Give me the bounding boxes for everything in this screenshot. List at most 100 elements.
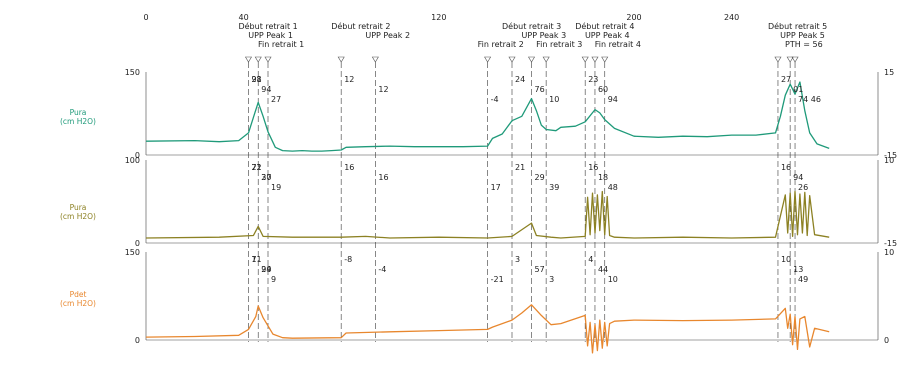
channel-unit-label: (cm H2O) — [60, 117, 96, 126]
value-annotation: 39 — [549, 183, 559, 192]
time-tick-label: 240 — [724, 13, 739, 22]
event-label: Début retrait 2 — [331, 21, 390, 31]
event-marker-triangle — [371, 56, 379, 63]
value-annotation: 4 — [588, 255, 593, 264]
right-tick-label: 0 — [884, 336, 889, 345]
value-annotation: 26 — [798, 183, 808, 192]
value-annotation: 37 — [261, 173, 271, 182]
channel-unit-label: (cm H2O) — [60, 299, 96, 308]
event-label: PTH = 56 — [785, 40, 823, 49]
value-annotation: 21 — [515, 163, 525, 172]
value-annotation: 76 — [535, 85, 545, 94]
value-annotation: 3 — [515, 255, 520, 264]
event-label: UPP Peak 5 — [780, 31, 825, 40]
event-marker-triangle — [508, 56, 516, 63]
event-marker-triangle — [601, 56, 609, 63]
value-annotation: 23 — [588, 75, 598, 84]
event-marker-triangle — [591, 56, 599, 63]
event-marker-triangle — [484, 56, 492, 63]
value-annotation: 20 — [261, 173, 271, 182]
channel-name-label: Pdet — [70, 290, 87, 299]
event-marker-triangle — [542, 56, 550, 63]
right-tick-label: -15 — [884, 151, 897, 160]
event-marker-triangle — [791, 56, 799, 63]
event-marker-triangle — [244, 56, 253, 63]
value-annotation: 10 — [608, 275, 618, 284]
event-marker-triangle — [774, 56, 782, 63]
event-label: Fin retrait 2 — [478, 40, 524, 49]
event-label: UPP Peak 4 — [585, 31, 630, 40]
event-label: UPP Peak 1 — [248, 31, 293, 40]
time-tick-label: 200 — [626, 13, 641, 22]
value-annotation: 7 — [251, 255, 256, 264]
value-annotation: 19 — [271, 183, 281, 192]
value-annotation: 57 — [535, 265, 545, 274]
value-annotation: 11 — [251, 255, 261, 264]
channel-trace-line — [145, 190, 830, 239]
event-marker-triangle — [337, 56, 345, 63]
value-annotation: 9 — [271, 275, 276, 284]
y-tick-label: 0 — [135, 151, 140, 160]
value-annotation: 94 — [608, 95, 618, 104]
time-tick-label: 0 — [143, 13, 148, 22]
value-annotation: 13 — [793, 265, 803, 274]
value-annotation: 60 — [598, 85, 608, 94]
value-annotation: 3 — [549, 275, 554, 284]
value-annotation: 74 46 — [798, 95, 821, 104]
value-annotation: 94 — [261, 85, 271, 94]
right-tick-label: 10 — [884, 248, 894, 257]
value-annotation: 10 — [549, 95, 559, 104]
value-annotation: 17 — [491, 183, 501, 192]
event-label: UPP Peak 3 — [522, 31, 567, 40]
event-label: Début retrait 4 — [575, 21, 634, 31]
value-annotation: 18 — [598, 173, 608, 182]
value-annotation: 24 — [515, 75, 525, 84]
event-label: Début retrait 3 — [502, 21, 561, 31]
event-label: Fin retrait 4 — [595, 40, 641, 49]
value-annotation: 29 — [535, 173, 545, 182]
value-annotation: 16 — [781, 163, 791, 172]
value-annotation: 94 — [793, 173, 803, 182]
channel-unit-label: (cm H2O) — [60, 212, 96, 221]
value-annotation: 10 — [781, 255, 791, 264]
value-annotation: 91 — [251, 75, 261, 84]
value-annotation: 44 — [598, 265, 608, 274]
event-marker-triangle — [527, 56, 536, 63]
y-tick-label: 150 — [125, 248, 140, 257]
time-tick-label: 40 — [239, 13, 249, 22]
event-marker-triangle — [786, 56, 794, 63]
value-annotation: -4 — [491, 95, 499, 104]
y-tick-label: 0 — [135, 239, 140, 248]
event-label: Début retrait 5 — [768, 21, 827, 31]
y-tick-label: 100 — [125, 156, 140, 165]
value-annotation: 16 — [344, 163, 354, 172]
event-label: Fin retrait 3 — [536, 40, 582, 49]
value-annotation: 27 — [271, 95, 281, 104]
value-annotation: 29 — [261, 265, 271, 274]
value-annotation: 27 — [781, 75, 791, 84]
value-annotation: -4 — [378, 265, 386, 274]
value-annotation: 49 — [798, 275, 808, 284]
event-label: Début retrait 1 — [238, 21, 297, 31]
y-tick-label: 150 — [125, 68, 140, 77]
value-annotation: 12 — [378, 85, 388, 94]
value-annotation: -21 — [491, 275, 504, 284]
time-tick-label: 120 — [431, 13, 446, 22]
y-tick-label: 0 — [135, 336, 140, 345]
value-annotation: 72 — [251, 163, 261, 172]
value-annotation: 21 — [251, 163, 261, 172]
event-label: Fin retrait 1 — [258, 40, 304, 49]
value-annotation: -8 — [344, 255, 352, 264]
channel-name-label: Pura — [70, 203, 87, 212]
event-marker-triangle — [264, 56, 272, 63]
right-tick-label: -15 — [884, 239, 897, 248]
channel-trace-line — [145, 304, 830, 354]
event-label: UPP Peak 2 — [365, 31, 410, 40]
right-tick-label: 10 — [884, 156, 894, 165]
value-annotation: 16 — [378, 173, 388, 182]
time-axis: 0 40 120 200 240 — [143, 13, 739, 22]
event-marker-triangle — [254, 56, 262, 63]
